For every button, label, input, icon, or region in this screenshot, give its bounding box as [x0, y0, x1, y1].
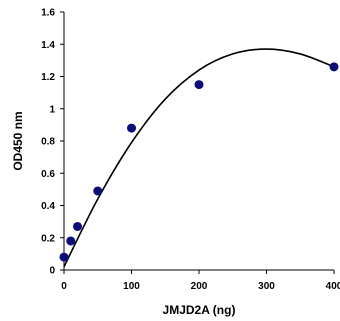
data-point — [66, 236, 76, 246]
trendline-layer — [63, 48, 335, 268]
x-tick-label: 100 — [123, 281, 140, 292]
x-tick-label: 400 — [326, 281, 340, 292]
x-tick-label: 0 — [61, 281, 67, 292]
y-tick-label: 1.6 — [41, 8, 55, 19]
data-point — [127, 123, 136, 133]
data-point — [73, 221, 82, 231]
y-tick-label: 1 — [49, 104, 55, 115]
data-point — [329, 62, 339, 72]
y-tick-label: 0.2 — [41, 233, 55, 244]
y-tick-label: 0.8 — [41, 137, 55, 148]
y-tick-label: 0 — [49, 266, 55, 277]
y-axis: 0 0.2 0.4 0.6 0.8 1 1.2 1.4 1.6 — [41, 8, 65, 277]
x-tick-label: 200 — [191, 281, 208, 292]
trendline — [63, 48, 335, 268]
data-point — [59, 252, 69, 262]
x-axis: 0 100 200 300 400 — [61, 269, 340, 292]
y-tick-label: 1.4 — [41, 40, 55, 51]
data-point — [93, 186, 103, 196]
data-point — [194, 80, 204, 90]
y-tick-label: 0.4 — [41, 201, 55, 212]
y-axis-title: OD450 nm — [11, 111, 25, 170]
x-axis-title: JMJD2A (ng) — [163, 303, 236, 317]
y-tick-label: 0.6 — [41, 169, 55, 180]
y-tick-label: 1.2 — [41, 72, 55, 83]
x-tick-label: 300 — [258, 281, 275, 292]
data-points — [59, 62, 339, 262]
